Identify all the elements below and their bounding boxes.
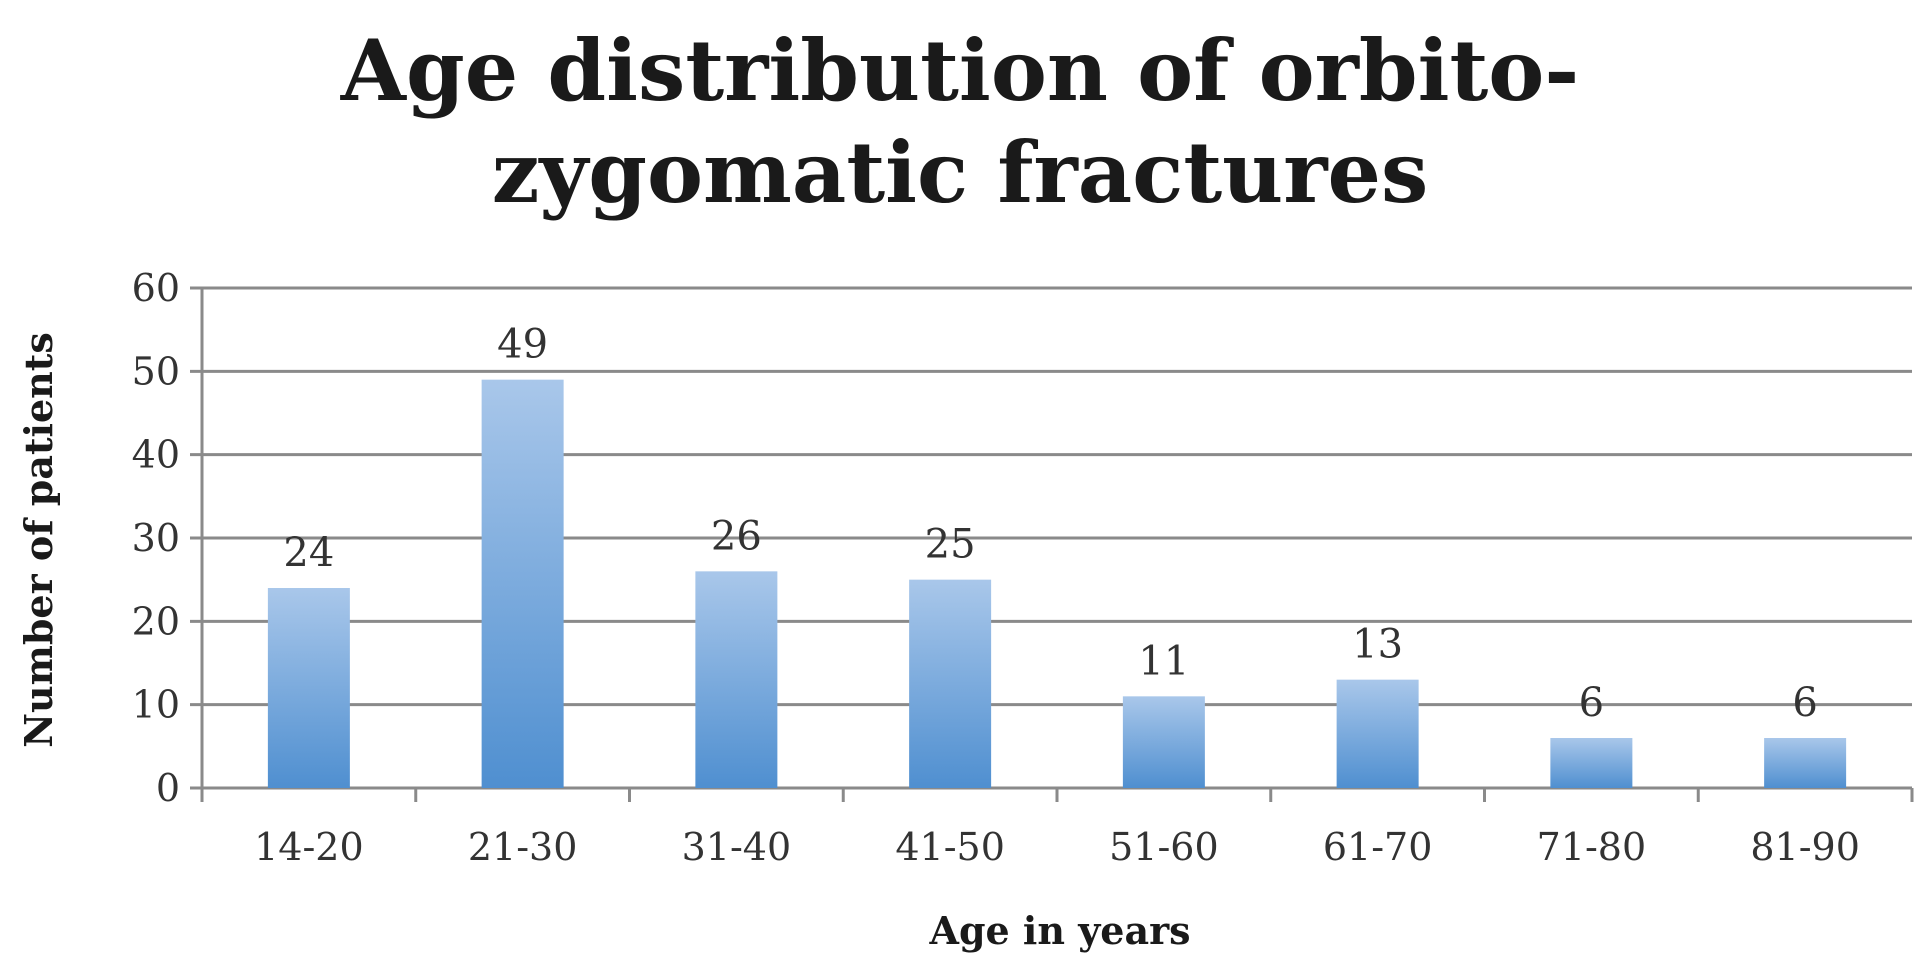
data-label: 24 bbox=[283, 530, 334, 576]
x-tick-label: 41-50 bbox=[895, 825, 1005, 869]
y-tick-label: 20 bbox=[132, 599, 180, 643]
y-tick-label: 0 bbox=[156, 766, 180, 810]
data-label: 6 bbox=[1792, 680, 1817, 726]
chart-title: Age distribution of orbito- zygomatic fr… bbox=[160, 20, 1760, 224]
bar-41-50 bbox=[909, 579, 992, 788]
bars bbox=[267, 379, 1847, 788]
y-axis-title: Number of patients bbox=[16, 332, 61, 747]
x-axis-title: Age in years bbox=[928, 908, 1190, 953]
data-labels: 24 49 26 25 11 13 6 6 bbox=[283, 322, 1817, 726]
bar-61-70 bbox=[1336, 679, 1419, 788]
data-label: 26 bbox=[711, 513, 762, 559]
data-label: 11 bbox=[1138, 638, 1189, 684]
y-tick-labels: 0 10 20 30 40 50 60 bbox=[132, 266, 180, 810]
bar-81-90 bbox=[1764, 738, 1847, 788]
x-tick-label: 14-20 bbox=[254, 825, 364, 869]
bar-21-30 bbox=[481, 379, 564, 788]
axes bbox=[200, 288, 1914, 802]
y-tick-label: 40 bbox=[132, 433, 180, 477]
y-tick-label: 50 bbox=[132, 349, 180, 393]
bar-31-40 bbox=[695, 571, 778, 788]
x-tick-label: 51-60 bbox=[1109, 825, 1219, 869]
bar-51-60 bbox=[1122, 696, 1205, 788]
x-tick-label: 31-40 bbox=[682, 825, 792, 869]
gridlines bbox=[190, 286, 1912, 790]
data-label: 25 bbox=[925, 522, 976, 568]
chart-title-line-2: zygomatic fractures bbox=[491, 123, 1429, 222]
x-tick-label: 21-30 bbox=[468, 825, 578, 869]
x-tick-label: 71-80 bbox=[1537, 825, 1647, 869]
y-tick-label: 10 bbox=[132, 683, 180, 727]
chart-title-line-1: Age distribution of orbito- bbox=[340, 21, 1580, 120]
data-label: 13 bbox=[1352, 622, 1403, 668]
bar-71-80 bbox=[1550, 738, 1633, 788]
data-label: 6 bbox=[1579, 680, 1604, 726]
bar-14-20 bbox=[267, 588, 350, 788]
y-tick-label: 60 bbox=[132, 266, 180, 310]
data-label: 49 bbox=[497, 322, 548, 368]
x-tick-label: 81-90 bbox=[1750, 825, 1860, 869]
x-tick-label: 61-70 bbox=[1323, 825, 1433, 869]
x-tick-labels: 14-20 21-30 31-40 41-50 51-60 61-70 71-80 81-90 bbox=[254, 825, 1860, 869]
y-tick-label: 30 bbox=[132, 516, 180, 560]
